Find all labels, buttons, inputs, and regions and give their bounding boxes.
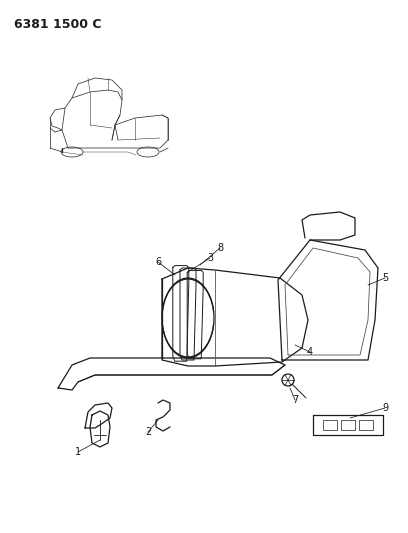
Text: 7: 7: [292, 395, 298, 405]
Text: 8: 8: [217, 243, 223, 253]
Bar: [323, 420, 337, 430]
Text: 6381 1500 C: 6381 1500 C: [14, 18, 102, 31]
Text: 9: 9: [382, 403, 388, 413]
Text: 3: 3: [207, 253, 213, 263]
Text: 1: 1: [75, 447, 81, 457]
Bar: [341, 420, 355, 430]
Bar: [359, 420, 373, 430]
Text: 2: 2: [145, 427, 151, 437]
Text: 6: 6: [155, 257, 161, 267]
Text: 5: 5: [382, 273, 388, 283]
Text: 4: 4: [307, 347, 313, 357]
